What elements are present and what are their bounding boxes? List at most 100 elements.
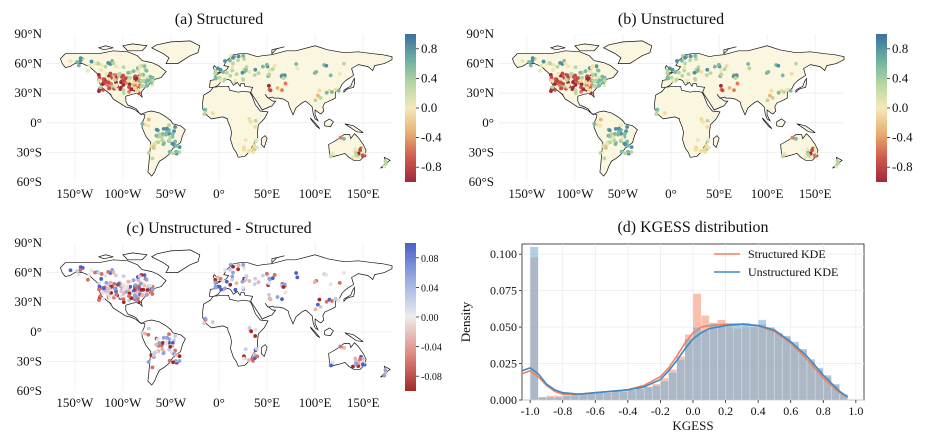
station-point xyxy=(112,72,117,77)
histogram-bar xyxy=(619,391,629,401)
station-point xyxy=(236,54,241,59)
coastline xyxy=(723,46,737,55)
station-point xyxy=(351,364,355,369)
x-tick-label: -0.2 xyxy=(651,404,670,418)
station-point xyxy=(353,356,358,361)
station-point xyxy=(251,359,255,363)
histogram-bar xyxy=(798,348,808,401)
station-point xyxy=(131,289,136,293)
station-point xyxy=(85,277,90,282)
station-point xyxy=(151,144,156,149)
station-point xyxy=(549,89,553,94)
x-tick-label: -0.4 xyxy=(618,404,637,418)
station-point xyxy=(294,271,299,275)
station-point xyxy=(275,295,280,299)
station-point xyxy=(136,278,141,283)
station-point xyxy=(241,262,246,267)
station-point xyxy=(568,73,573,77)
station-point xyxy=(655,107,660,112)
station-point xyxy=(254,138,259,142)
station-point xyxy=(705,67,710,72)
station-point xyxy=(213,280,218,285)
histogram-bar xyxy=(643,386,653,401)
station-point xyxy=(168,135,173,140)
station-point xyxy=(324,63,329,68)
station-point xyxy=(667,66,672,71)
station-point xyxy=(549,75,554,80)
histogram-bar xyxy=(766,326,775,401)
colorbar-tick-label: -0.8 xyxy=(421,159,442,174)
station-point xyxy=(719,72,724,77)
station-point xyxy=(177,354,182,359)
lon-tick-label: 100°W xyxy=(104,395,142,410)
coastline xyxy=(260,135,268,149)
station-point xyxy=(342,270,346,275)
station-point xyxy=(564,78,569,82)
station-point xyxy=(134,76,139,81)
y-tick-label: 0.050 xyxy=(490,320,517,334)
station-point xyxy=(336,297,341,302)
station-point xyxy=(150,287,155,292)
station-point xyxy=(283,81,288,86)
station-point xyxy=(103,64,108,69)
station-point xyxy=(173,348,178,353)
station-point xyxy=(781,154,785,159)
coastline xyxy=(761,117,773,129)
station-point xyxy=(719,68,724,73)
station-point xyxy=(93,270,97,275)
coastline xyxy=(796,123,816,134)
station-point xyxy=(353,147,358,152)
station-point xyxy=(267,277,272,282)
station-point xyxy=(611,134,616,139)
lon-tick-label: 0° xyxy=(665,186,677,201)
station-point xyxy=(177,150,182,154)
station-point xyxy=(776,90,781,95)
coastline xyxy=(209,254,393,331)
colorbar-tick-label: 0.4 xyxy=(421,70,438,85)
station-point xyxy=(146,332,151,337)
station-point xyxy=(157,132,162,136)
station-point xyxy=(685,78,690,83)
station-point xyxy=(724,64,729,68)
station-point xyxy=(746,62,751,66)
station-point xyxy=(324,90,329,95)
station-point xyxy=(167,358,172,363)
station-point xyxy=(788,88,793,93)
station-point xyxy=(747,66,752,71)
station-point xyxy=(101,87,105,92)
station-point xyxy=(556,71,561,76)
station-point xyxy=(240,70,245,75)
station-point xyxy=(580,75,585,80)
station-point xyxy=(270,276,275,281)
station-point xyxy=(578,70,583,75)
station-point xyxy=(76,272,81,277)
histogram-bar xyxy=(725,325,734,401)
station-point xyxy=(174,143,178,148)
station-point xyxy=(244,277,248,282)
station-point xyxy=(112,78,117,82)
station-point xyxy=(265,271,269,276)
station-point xyxy=(705,118,710,123)
station-point xyxy=(253,118,258,123)
station-point xyxy=(312,280,317,284)
station-point xyxy=(157,341,162,345)
station-point xyxy=(337,280,342,285)
station-point xyxy=(382,373,387,378)
station-point xyxy=(252,352,256,357)
y-tick-label: 0.000 xyxy=(490,393,517,407)
station-point xyxy=(686,72,691,77)
x-axis-label: KGESS xyxy=(672,418,713,433)
station-point xyxy=(629,150,634,154)
station-point xyxy=(145,288,150,292)
station-point xyxy=(337,71,342,76)
colorbar xyxy=(876,34,887,182)
station-point xyxy=(598,123,603,128)
station-point xyxy=(247,325,252,330)
station-point xyxy=(126,279,131,284)
station-point xyxy=(704,143,708,148)
station-point xyxy=(612,138,617,143)
station-point xyxy=(161,142,166,147)
station-point xyxy=(150,156,155,161)
station-point xyxy=(253,67,258,72)
